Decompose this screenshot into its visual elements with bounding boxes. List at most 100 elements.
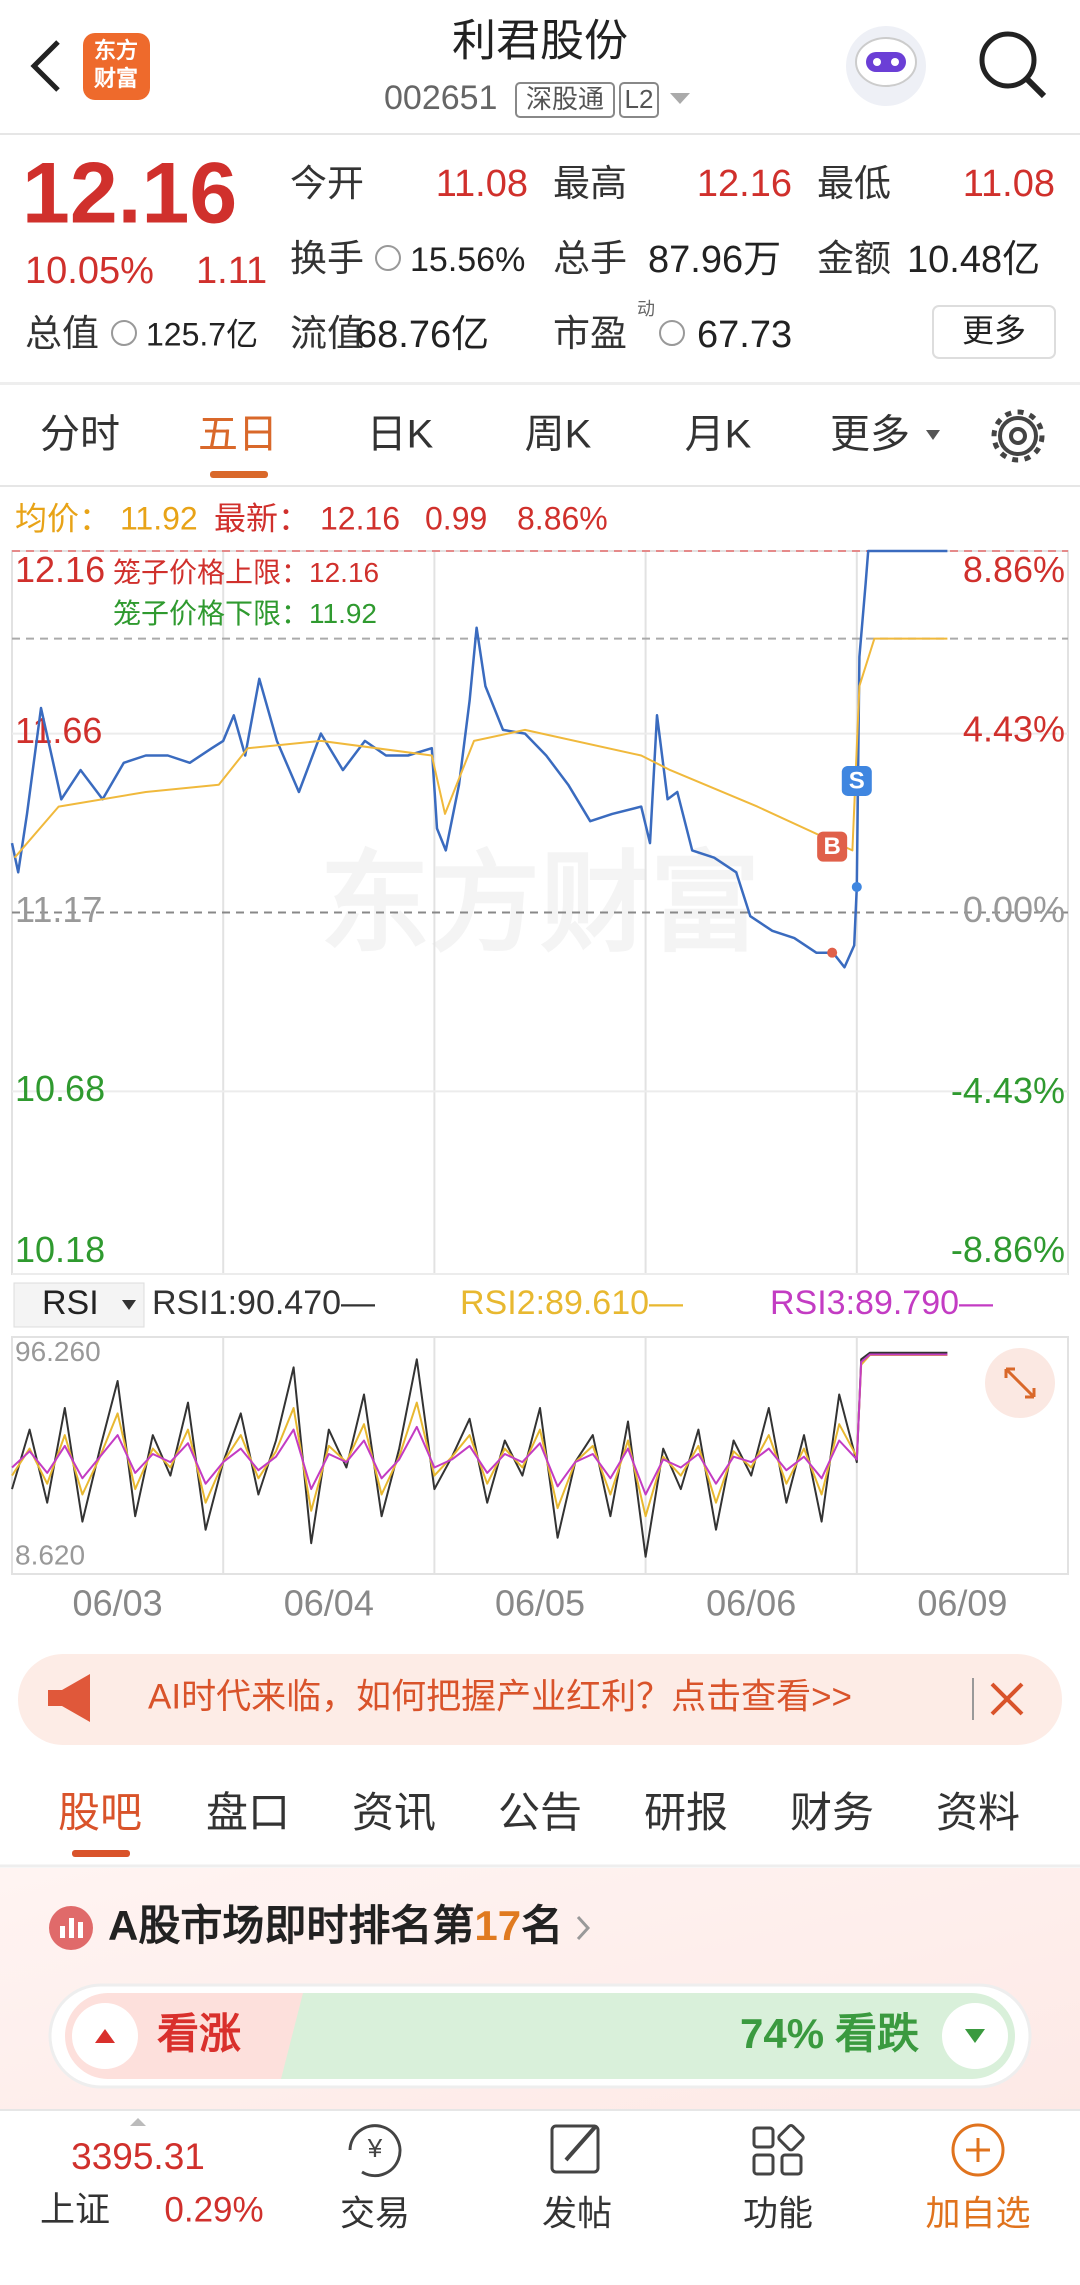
marker-badge	[841, 765, 872, 796]
banner[interactable]: AI时代来临，如何把握产业红利？点击查看>>	[18, 1654, 1062, 1745]
y2-tick-label: 0.00%	[963, 889, 1065, 930]
marker-label: S	[849, 767, 865, 794]
period-tabs: 分时 五日 日K 周K 月K 更多	[0, 409, 1080, 487]
megaphone	[48, 1674, 90, 1722]
function-icon[interactable]	[752, 2124, 805, 2176]
stat-label: 总手	[553, 238, 627, 279]
stat-value: 67.73	[697, 314, 792, 356]
tab[interactable]: 更多	[830, 413, 910, 457]
x-tick-label: 06/04	[284, 1583, 374, 1624]
tab[interactable]: 日K	[367, 413, 434, 457]
marker-label: B	[823, 833, 840, 860]
bear-label: 看跌	[835, 2010, 919, 2057]
rank-text[interactable]: A股市场即时排名第17名	[108, 1902, 563, 1949]
stat-value: 11.08	[963, 163, 1055, 205]
rank-number: 17	[474, 1902, 521, 1949]
y-tick-label: 10.18	[15, 1229, 105, 1270]
x-tick-label: 06/05	[495, 1583, 585, 1624]
latest-change: 0.99	[425, 500, 487, 536]
stock-name: 利君股份	[452, 17, 628, 66]
bear-bar[interactable]	[281, 1993, 1015, 2079]
legend-entry: RSI1:90.470—	[152, 1284, 375, 1322]
expand-arrow[interactable]	[130, 2118, 146, 2126]
x-tick-label: 06/09	[917, 1583, 1007, 1624]
tab[interactable]: 财务	[790, 1789, 874, 1836]
tab[interactable]: 周K	[525, 413, 592, 457]
y-tick-label: 12.16	[15, 549, 105, 590]
divider	[0, 382, 1080, 385]
limit-label: 笼子价格上限：12.16	[113, 557, 379, 588]
post-icon[interactable]	[550, 2124, 600, 2174]
more-label: 更多	[962, 312, 1026, 348]
tab-active[interactable]: 五日	[198, 413, 278, 457]
info-icon[interactable]	[111, 320, 137, 346]
y2-tick-label: -8.86%	[951, 1229, 1065, 1270]
stat-label: 今开	[290, 163, 364, 204]
tab[interactable]: 盘口	[206, 1789, 290, 1836]
bear-pct: 74%	[740, 2010, 824, 2057]
last-price: 12.16	[22, 146, 237, 242]
index-value[interactable]: 3395.31	[71, 2136, 205, 2177]
tab-underline	[72, 1850, 130, 1857]
limit-label: 笼子价格下限：11.92	[113, 598, 377, 629]
index-name: 上证	[40, 2190, 110, 2229]
tab[interactable]: 资料	[936, 1789, 1020, 1836]
stat-value: 125.7亿	[146, 316, 258, 352]
nav-label[interactable]: 发帖	[542, 2194, 612, 2233]
stat-value: 15.56%	[410, 241, 525, 279]
add-watchlist-icon[interactable]	[951, 2123, 1005, 2177]
tab-underline	[210, 471, 268, 478]
x-tick-label: 06/03	[73, 1583, 163, 1624]
y-tick-label: 11.17	[15, 889, 102, 930]
stat-value: 87.96万	[648, 239, 781, 281]
stat-label: 市盈	[553, 313, 627, 354]
stat-label: 总值	[25, 313, 99, 354]
robot-avatar[interactable]	[846, 26, 926, 106]
stat-label: 金额	[817, 238, 891, 279]
rank-suffix: 名	[521, 1902, 563, 1949]
stat-value: 68.76亿	[356, 314, 489, 356]
bull-label: 看涨	[157, 2010, 241, 2057]
y2-tick-label: -4.43%	[951, 1070, 1065, 1111]
limit-value: 12.16	[309, 557, 379, 588]
tab[interactable]: 资讯	[352, 1789, 436, 1836]
expand-button[interactable]	[985, 1348, 1055, 1418]
tab[interactable]: 分时	[40, 413, 120, 457]
info-icon[interactable]	[659, 320, 685, 346]
bottom-nav: 3395.31 上证 0.29% ¥ 交易 发帖 功能 加自选	[0, 2109, 1080, 2285]
trade-icon[interactable]: ¥	[348, 2124, 402, 2178]
stat-value: 11.08	[436, 163, 528, 205]
badge: 深股通	[526, 84, 604, 114]
dropdown-arrow[interactable]	[670, 93, 690, 104]
info-icon[interactable]	[375, 245, 401, 271]
limit-value: 11.92	[309, 598, 377, 629]
badge-box	[515, 82, 615, 118]
logo	[83, 33, 150, 100]
section-tabs: 股吧 盘口 资讯 公告 研报 财务 资料	[0, 1789, 1080, 1868]
banner-bg	[18, 1654, 1062, 1745]
close-button[interactable]	[990, 1682, 1024, 1716]
tab[interactable]: 公告	[498, 1789, 582, 1836]
quote: 12.16 10.05% 1.11 总值 125.7亿 今开 11.08 最高 …	[0, 146, 1080, 385]
series-line	[11, 1353, 948, 1496]
more-button[interactable]	[932, 305, 1056, 359]
search-button[interactable]	[979, 31, 1047, 99]
rsi-selector[interactable]	[13, 1282, 145, 1328]
back-button[interactable]	[30, 40, 60, 92]
tab[interactable]: 研报	[644, 1789, 728, 1836]
nav-label[interactable]: 交易	[340, 2194, 410, 2233]
y-tick-label: 10.68	[15, 1068, 105, 1109]
nav-label[interactable]: 加自选	[925, 2194, 1030, 2233]
tab[interactable]: 月K	[685, 413, 752, 457]
tab-active[interactable]: 股吧	[58, 1789, 142, 1836]
stock-code: 002651	[384, 79, 497, 117]
marker-badge	[817, 831, 848, 862]
settings-button[interactable]	[991, 409, 1045, 463]
y2-tick-label: 4.43%	[963, 708, 1065, 749]
nav-label[interactable]: 功能	[743, 2194, 813, 2233]
banner-text: AI时代来临，如何把握产业红利？点击查看>>	[148, 1677, 852, 1716]
avg-label: 均价：	[15, 500, 111, 536]
